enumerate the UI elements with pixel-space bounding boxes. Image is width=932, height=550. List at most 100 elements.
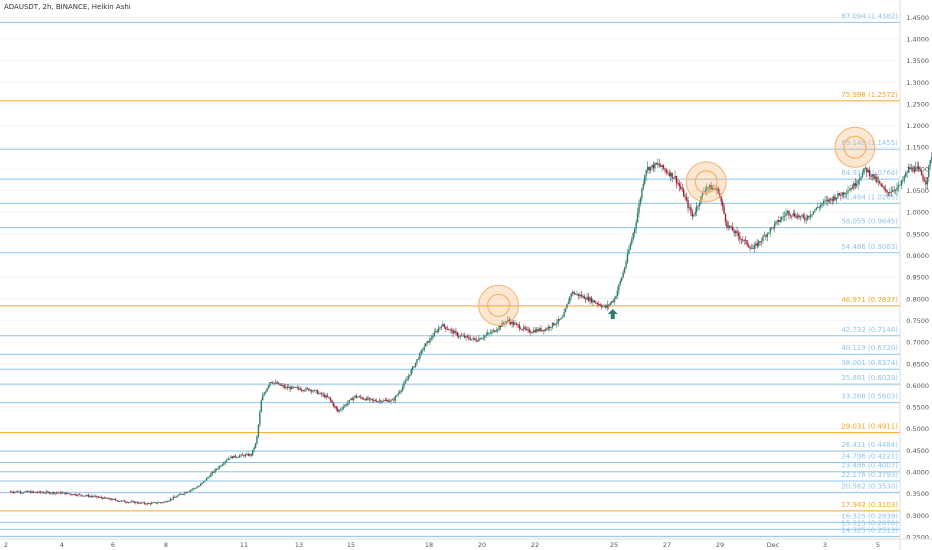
candle-body — [210, 473, 212, 477]
fib-level-label: 46.971 (0.7837) — [841, 296, 898, 304]
candle-body — [257, 424, 260, 437]
candle-body — [744, 239, 747, 241]
candle-body — [695, 206, 698, 212]
candle-body — [110, 499, 113, 501]
candle-body — [670, 172, 672, 177]
candle-body — [853, 183, 855, 189]
candle-body — [570, 293, 572, 297]
candle-body — [440, 326, 443, 328]
candle-body — [107, 498, 110, 499]
candle-body — [730, 226, 732, 228]
candle-body — [563, 312, 565, 318]
y-tick-label: 1.3500 — [906, 57, 929, 65]
candle-body — [514, 323, 516, 325]
candle-body — [830, 198, 832, 200]
y-tick-label: 1.0000 — [906, 209, 929, 217]
fib-levels: 87.094 (1.4382) 75.998 (1.2572) 69.148 (1.… — [0, 12, 900, 537]
candle-body — [765, 235, 767, 237]
candle-body — [521, 329, 523, 331]
candle-body — [338, 409, 340, 412]
candle-body — [153, 502, 156, 504]
candle-body — [785, 213, 787, 216]
candle-body — [874, 176, 877, 179]
candle-body — [716, 188, 718, 190]
candle-body — [202, 481, 205, 483]
candle-body — [200, 483, 202, 486]
candle-body — [858, 179, 861, 181]
candle-body — [90, 496, 92, 497]
candle-body — [818, 207, 820, 208]
candle-body — [638, 203, 640, 213]
candle-body — [540, 328, 542, 331]
candle-body — [99, 497, 101, 498]
candle-body — [419, 352, 421, 359]
up-arrow-icon — [607, 308, 618, 319]
candle-body — [498, 326, 500, 330]
candle-body — [109, 498, 111, 500]
candle-body — [145, 503, 147, 505]
candle-body — [919, 169, 921, 172]
candle-body — [760, 240, 763, 242]
y-tick-label: 1.2500 — [906, 100, 929, 108]
candle-body — [179, 494, 182, 495]
candle-body — [439, 327, 441, 329]
candle-body — [94, 495, 97, 497]
candle-body — [877, 181, 880, 183]
candle-body — [840, 195, 842, 196]
candle-body — [600, 305, 603, 307]
candle-body — [646, 166, 649, 171]
candle-body — [879, 181, 881, 184]
candle-body — [223, 463, 225, 465]
candle-body — [122, 500, 124, 502]
fib-level-label: 20.562 (0.3530) — [841, 482, 898, 490]
candle-body — [775, 221, 777, 224]
y-tick-label: 0.7500 — [906, 317, 929, 325]
candle-body — [282, 385, 284, 387]
candle-body — [589, 297, 591, 301]
candle-body — [19, 491, 22, 493]
candle-body — [149, 503, 151, 505]
candle-body — [583, 295, 585, 299]
candle-body — [779, 220, 781, 222]
fib-level-label: 16.325 (0.2839) — [841, 512, 898, 520]
candle-body — [360, 396, 362, 398]
candle-body — [642, 183, 645, 189]
candle-body — [185, 492, 188, 494]
candle-body — [458, 336, 460, 337]
candle-body — [244, 454, 247, 457]
candle-body — [928, 165, 930, 178]
fib-level-label: 75.998 (1.2572) — [841, 91, 898, 99]
candle-body — [73, 494, 75, 495]
candle-body — [687, 200, 689, 208]
candle-body — [311, 389, 313, 392]
candle-body — [664, 168, 666, 171]
fib-level-label: 40.119 (0.6720) — [841, 344, 898, 352]
candle-body — [213, 471, 215, 473]
candle-body — [305, 388, 307, 391]
candle-body — [550, 327, 552, 328]
candle-body — [208, 476, 211, 478]
candle-body — [648, 166, 650, 171]
candle-body — [769, 228, 771, 233]
candle-body — [331, 400, 333, 403]
candle-body — [896, 187, 898, 191]
candle-body — [828, 198, 831, 202]
candle-body — [876, 176, 878, 182]
y-tick-label: 0.3000 — [906, 512, 929, 520]
candle-body — [435, 331, 437, 333]
candle-body — [621, 277, 623, 281]
candle-body — [445, 326, 447, 330]
candle-body — [603, 305, 606, 307]
candle-body — [831, 199, 833, 201]
candle-body — [564, 308, 567, 313]
candle-body — [781, 217, 783, 221]
candle-body — [923, 179, 926, 182]
candle-body — [123, 500, 126, 502]
candle-body — [861, 172, 864, 178]
candle-body — [295, 387, 297, 388]
candle-body — [135, 502, 137, 504]
candle-body — [357, 397, 359, 398]
candle-body — [593, 300, 596, 303]
candle-body — [768, 232, 770, 234]
